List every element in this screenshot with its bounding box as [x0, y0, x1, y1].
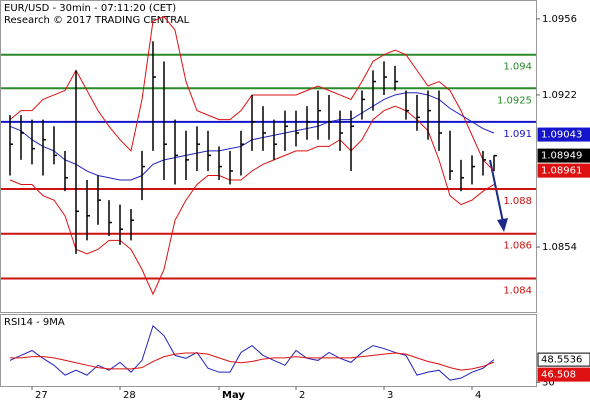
level-label: 1.0925: [497, 95, 532, 106]
price-marker: [537, 352, 590, 367]
price-panel: [0, 0, 537, 313]
level-label: 1.091: [503, 129, 532, 140]
price-marker-label: 48.5536: [541, 355, 582, 366]
indicator-line: [9, 325, 495, 381]
price-marker-label: 1.09043: [541, 130, 582, 141]
price-marker-label: 46.508: [541, 370, 576, 381]
x-tick-label: 3: [387, 390, 393, 400]
indicator-line: [10, 352, 495, 371]
price-marker: [537, 367, 590, 382]
y-tick-label: 30: [542, 377, 555, 388]
level-label: 1.086: [503, 241, 532, 252]
indicator-line: [9, 16, 495, 172]
forecast-arrow: [489, 159, 504, 223]
x-tick-label: May: [222, 390, 245, 400]
chart-title: EUR/USD - 30min - 07:11:20 (CET): [4, 3, 176, 14]
x-tick-label: 28: [123, 390, 136, 400]
x-tick-label: 2: [299, 390, 305, 400]
price-marker-label: 1.08949: [541, 151, 582, 162]
x-tick-label: 4: [475, 390, 481, 400]
indicator-line: [9, 105, 495, 296]
rsi-title: RSI14 - 9MA: [4, 317, 65, 328]
chart-subtitle: Research © 2017 TRADING CENTRAL: [4, 15, 190, 26]
y-tick-label: 1.0922: [542, 90, 577, 101]
y-tick-label: 1.0956: [542, 14, 577, 25]
rsi-panel: [0, 314, 537, 387]
price-marker: [537, 163, 590, 178]
y-tick-label: 1.0854: [542, 242, 577, 253]
x-tick-label: 27: [35, 390, 48, 400]
level-label: 1.084: [503, 285, 532, 296]
level-label: 1.088: [503, 196, 532, 207]
level-label: 1.094: [503, 62, 532, 73]
forecast-arrowhead: [497, 218, 508, 232]
price-marker: [537, 127, 590, 142]
price-marker: [537, 148, 590, 163]
price-marker-label: 1.08961: [541, 166, 582, 177]
